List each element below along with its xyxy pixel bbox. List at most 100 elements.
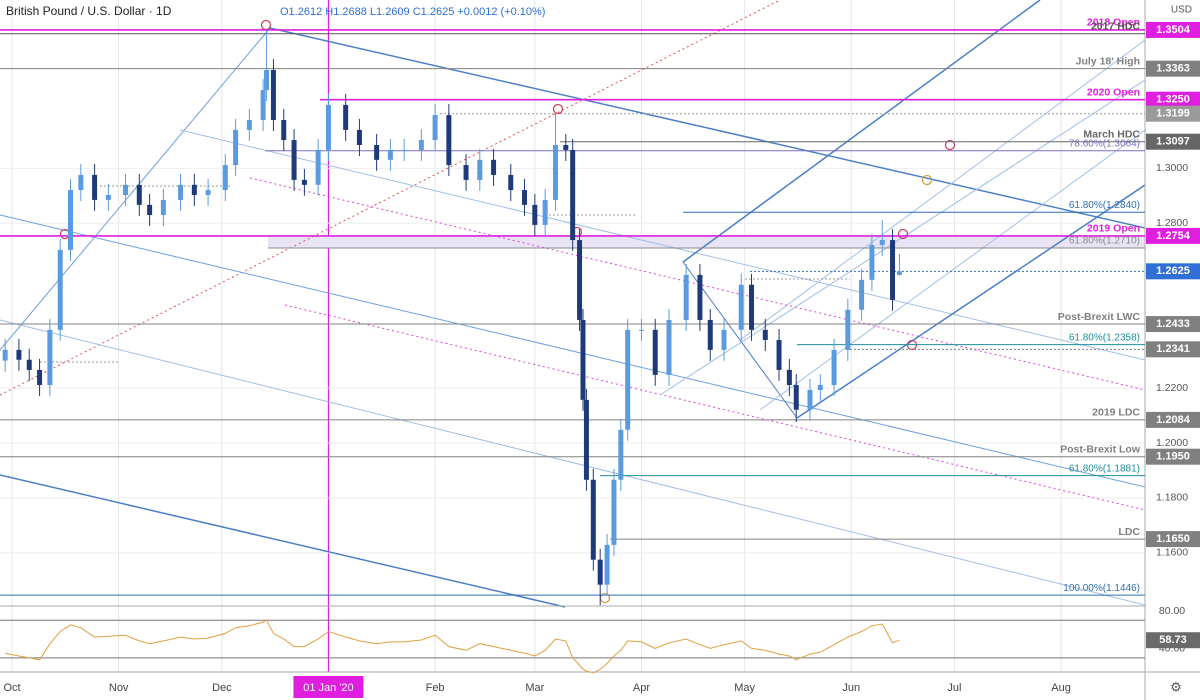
candle-body bbox=[374, 145, 380, 160]
candle-body bbox=[463, 165, 469, 180]
level-label: July 18' High bbox=[1076, 55, 1140, 67]
candle-body bbox=[879, 240, 885, 245]
price-tag-label: 1.2341 bbox=[1156, 343, 1190, 355]
price-tag-label: 1.2084 bbox=[1156, 414, 1191, 426]
candle-body bbox=[264, 70, 270, 91]
trend-line bbox=[0, 27, 271, 351]
pitchfork bbox=[739, 39, 1146, 341]
candle-body bbox=[270, 70, 276, 121]
candle-body bbox=[807, 389, 813, 410]
candle-body bbox=[222, 165, 228, 191]
trend-line bbox=[0, 319, 1146, 606]
candle-body bbox=[233, 129, 239, 166]
price-tag bbox=[1146, 316, 1200, 333]
candle-body bbox=[896, 271, 902, 275]
candle-body bbox=[590, 479, 596, 560]
y-tick-label: 1.2800 bbox=[1156, 217, 1188, 229]
trend-line bbox=[0, 0, 781, 396]
y-tick-label: 1.3000 bbox=[1156, 162, 1188, 174]
candle-body bbox=[291, 140, 297, 180]
candle-body bbox=[387, 149, 393, 160]
candle-body bbox=[845, 309, 851, 350]
candle-body bbox=[652, 329, 658, 375]
candle-body bbox=[570, 149, 576, 241]
candle-body bbox=[859, 279, 865, 310]
candle-body bbox=[786, 369, 792, 386]
candle-body bbox=[477, 159, 483, 180]
level-label: March HDC bbox=[1083, 128, 1140, 140]
price-tag bbox=[1146, 105, 1200, 122]
candle-body bbox=[401, 149, 407, 151]
candle-body bbox=[68, 190, 74, 250]
pitchfork bbox=[796, 184, 1146, 419]
price-tag-label: 1.3504 bbox=[1156, 24, 1191, 36]
level-label: 61.80%(1.2358) bbox=[1069, 332, 1140, 343]
level-label: Post-Brexit LWC bbox=[1058, 311, 1141, 323]
zone bbox=[268, 235, 1145, 248]
candle-body bbox=[638, 329, 644, 331]
candle-body bbox=[191, 184, 197, 195]
level-label: 78.60%(1.3064) bbox=[1069, 138, 1140, 149]
price-tag bbox=[1146, 448, 1200, 465]
candle-body bbox=[92, 174, 98, 200]
x-tick-highlight bbox=[293, 676, 364, 698]
candle-body bbox=[611, 479, 617, 545]
candle-body bbox=[301, 179, 307, 185]
ohlc-readout: O1.2612 H1.2688 L1.2609 C1.2625 +0.0012 … bbox=[280, 6, 545, 18]
candle-body bbox=[16, 349, 22, 360]
candle-body bbox=[604, 544, 610, 585]
candle-body bbox=[325, 104, 331, 150]
price-tag bbox=[1146, 531, 1200, 548]
marker bbox=[897, 228, 909, 240]
candle-body bbox=[683, 274, 689, 320]
trend-line bbox=[249, 177, 1146, 391]
currency-label: USD bbox=[1171, 5, 1192, 16]
candle-body bbox=[136, 184, 142, 205]
price-tag bbox=[1146, 411, 1200, 428]
price-tag bbox=[1146, 341, 1200, 358]
candle-body bbox=[123, 184, 129, 195]
price-tag bbox=[1146, 91, 1200, 108]
candle-body bbox=[749, 284, 755, 330]
level-label: Post-Brexit Low bbox=[1060, 443, 1141, 455]
level-label: LDC bbox=[1118, 526, 1140, 538]
candle-body bbox=[491, 159, 497, 175]
rsi-tag-label: 58.73 bbox=[1159, 634, 1187, 646]
marker bbox=[944, 139, 956, 151]
level-label: 61.80%(1.2840) bbox=[1069, 200, 1140, 211]
grid bbox=[0, 0, 1145, 672]
price-tag-label: 1.1950 bbox=[1156, 451, 1190, 463]
x-tick-label: Nov bbox=[109, 682, 129, 694]
price-tag-label: 1.3363 bbox=[1156, 63, 1190, 75]
pitchfork bbox=[759, 129, 1146, 411]
x-tick-label: Jul bbox=[947, 682, 961, 694]
x-tick-label: Jun bbox=[842, 682, 860, 694]
candle-body bbox=[618, 429, 624, 480]
settings-icon[interactable]: ⚙ bbox=[1170, 679, 1182, 694]
level-label: 61.80%(1.2710) bbox=[1069, 236, 1140, 247]
level-label: 100.00%(1.1446) bbox=[1063, 583, 1140, 594]
candle-body bbox=[508, 174, 514, 191]
candle-body bbox=[776, 339, 782, 370]
candle-body bbox=[47, 329, 53, 386]
candle-body bbox=[625, 329, 631, 430]
x-tick-label: May bbox=[734, 682, 755, 694]
candle-body bbox=[78, 174, 84, 191]
candle-body bbox=[432, 115, 438, 141]
level-label: 2019 LDC bbox=[1092, 407, 1140, 419]
candle-body bbox=[542, 199, 548, 225]
candle-body bbox=[580, 319, 586, 400]
candle-body bbox=[532, 204, 538, 225]
x-tick-label: Oct bbox=[3, 682, 20, 694]
price-tag bbox=[1146, 60, 1200, 77]
candle-body bbox=[522, 190, 528, 205]
level-label: 2019 Open bbox=[1087, 223, 1140, 235]
price-tag-label: 1.3199 bbox=[1156, 108, 1190, 120]
price-tag bbox=[1146, 227, 1200, 244]
y-tick-label: 1.1800 bbox=[1156, 492, 1188, 504]
trend-line bbox=[0, 214, 1146, 488]
candle-body bbox=[343, 104, 349, 130]
candle-body bbox=[762, 329, 768, 340]
candle-body bbox=[205, 190, 211, 195]
